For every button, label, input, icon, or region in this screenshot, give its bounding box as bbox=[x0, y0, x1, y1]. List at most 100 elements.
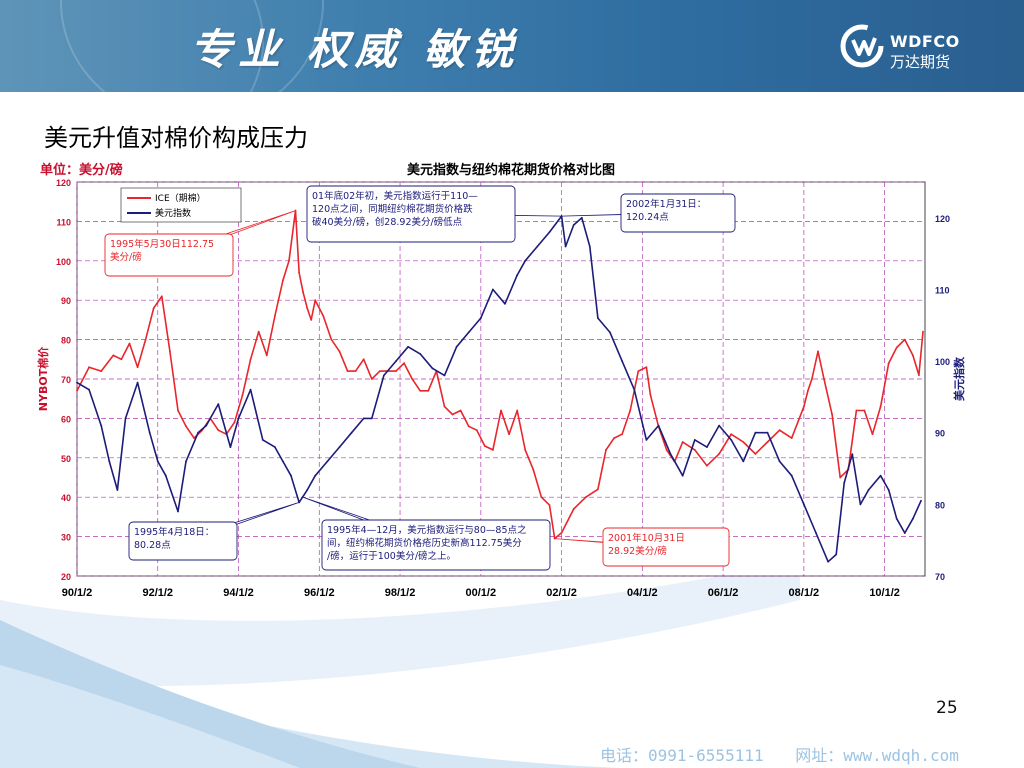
data-point-usd bbox=[116, 489, 119, 491]
data-point-cotton bbox=[112, 354, 115, 357]
annotation-text: /磅，运行于100美分/磅之上。 bbox=[327, 550, 456, 562]
data-point-cotton bbox=[637, 370, 640, 372]
left-tick-label: 60 bbox=[61, 414, 71, 424]
x-tick-label: 96/1/2 bbox=[304, 587, 335, 599]
data-point-cotton bbox=[314, 299, 317, 302]
logo-text-en: WDFCO bbox=[890, 32, 960, 51]
data-point-usd bbox=[148, 431, 151, 434]
data-point-usd bbox=[274, 446, 276, 448]
footer-phone: 电话：0991-6555111 bbox=[600, 746, 764, 765]
data-point-usd bbox=[803, 503, 805, 506]
data-point-usd bbox=[479, 317, 482, 319]
x-tick-label: 04/1/2 bbox=[627, 587, 658, 599]
left-tick-label: 50 bbox=[61, 454, 71, 464]
data-point-usd bbox=[124, 417, 127, 420]
data-point-usd bbox=[657, 424, 660, 427]
data-point-cotton bbox=[492, 449, 494, 451]
data-point-cotton bbox=[217, 429, 220, 432]
data-point-usd bbox=[597, 317, 599, 319]
data-point-cotton bbox=[160, 295, 163, 298]
company-logo: WDFCO 万达期货 bbox=[840, 24, 970, 72]
data-point-usd bbox=[790, 474, 793, 477]
data-point-usd bbox=[766, 431, 769, 434]
data-point-cotton bbox=[532, 468, 535, 471]
annotation-text: 1995年5月30日112.75 bbox=[110, 238, 214, 250]
data-point-usd bbox=[560, 215, 563, 217]
data-point-usd bbox=[306, 489, 309, 491]
data-point-cotton bbox=[233, 421, 236, 424]
comparison-chart: 20 30 40 50 60 70 80 90 100 110 120 70 80 90 100 110 120… bbox=[37, 162, 966, 599]
data-point-usd bbox=[249, 388, 252, 391]
annotation-text: 120.24点 bbox=[626, 212, 669, 223]
data-point-cotton bbox=[706, 464, 708, 467]
left-tick-label: 30 bbox=[61, 533, 71, 543]
data-point-usd bbox=[867, 489, 870, 491]
left-tick-label: 20 bbox=[61, 572, 71, 582]
data-point-cotton bbox=[548, 504, 551, 506]
right-tick-label: 120 bbox=[935, 214, 950, 224]
logo-text-cn: 万达期货 bbox=[890, 53, 951, 71]
data-point-cotton bbox=[811, 378, 813, 380]
data-point-cotton bbox=[572, 508, 575, 510]
annotation-box bbox=[104, 233, 234, 277]
data-point-usd bbox=[669, 453, 672, 456]
data-point-usd bbox=[455, 345, 458, 348]
data-point-cotton bbox=[330, 338, 333, 341]
data-point-usd bbox=[524, 259, 527, 262]
chart-title: 美元指数与纽约棉花期货价格对比图 bbox=[407, 162, 615, 178]
data-point-usd bbox=[205, 424, 208, 427]
data-point-usd bbox=[164, 474, 167, 477]
annotation-text: 2002年1月31日： bbox=[626, 198, 706, 210]
annotation-text: 间，纽约棉花期货价格疮历史新高112.75美分 bbox=[327, 537, 522, 549]
data-point-usd bbox=[419, 353, 422, 355]
data-point-cotton bbox=[817, 350, 819, 353]
data-point-cotton bbox=[918, 374, 920, 376]
data-point-cotton bbox=[144, 338, 147, 341]
slogan: 专业 权威 敏锐 bbox=[190, 25, 520, 74]
right-tick-label: 110 bbox=[935, 285, 950, 295]
data-point-cotton bbox=[302, 291, 304, 294]
data-point-usd bbox=[492, 288, 494, 291]
data-point-cotton bbox=[613, 437, 615, 439]
data-point-usd bbox=[383, 374, 385, 377]
data-point-cotton bbox=[257, 330, 260, 333]
data-point-usd bbox=[895, 517, 898, 520]
data-point-usd bbox=[350, 431, 353, 434]
data-point-usd bbox=[237, 417, 240, 420]
data-point-cotton bbox=[310, 319, 313, 321]
annotation-text: 120点之间，同期纽约棉花期货价格跌 bbox=[312, 203, 473, 215]
data-point-cotton bbox=[863, 409, 866, 412]
data-point-usd bbox=[609, 331, 611, 334]
footer-contact: 电话：0991-6555111 网址：www.wdqh.com bbox=[600, 742, 981, 766]
data-point-cotton bbox=[645, 366, 648, 369]
annotation-text: 美分/磅 bbox=[110, 251, 142, 263]
data-point-usd bbox=[548, 231, 551, 233]
data-point-cotton bbox=[803, 405, 805, 408]
data-point-usd bbox=[136, 381, 139, 384]
data-point-cotton bbox=[338, 350, 341, 353]
data-point-usd bbox=[879, 474, 882, 477]
data-point-usd bbox=[835, 553, 838, 556]
data-point-cotton bbox=[524, 449, 527, 451]
left-tick-label: 90 bbox=[61, 296, 71, 306]
data-point-cotton bbox=[100, 370, 103, 372]
data-point-cotton bbox=[903, 338, 906, 341]
data-point-usd bbox=[290, 474, 292, 477]
data-point-cotton bbox=[459, 409, 462, 412]
data-point-cotton bbox=[879, 405, 882, 408]
data-point-usd bbox=[851, 453, 854, 456]
data-point-cotton bbox=[621, 433, 623, 436]
data-point-usd bbox=[843, 482, 846, 484]
data-point-cotton bbox=[193, 437, 196, 439]
data-point-cotton bbox=[922, 330, 924, 333]
data-point-usd bbox=[754, 431, 757, 434]
unit-label: 单位：美分/磅 bbox=[40, 162, 123, 178]
logo-mark-icon bbox=[840, 24, 884, 68]
data-point-cotton bbox=[895, 346, 898, 349]
data-point-usd bbox=[815, 532, 817, 534]
data-point-usd bbox=[407, 345, 409, 348]
data-point-usd bbox=[859, 503, 862, 506]
data-point-cotton bbox=[681, 441, 684, 443]
left-tick-label: 100 bbox=[56, 257, 71, 267]
data-point-usd bbox=[706, 446, 708, 448]
